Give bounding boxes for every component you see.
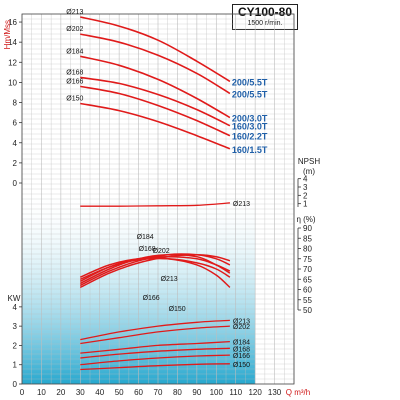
power-curve xyxy=(80,319,230,341)
head-curve-model-label: 200/5.5T xyxy=(232,77,268,87)
head-axis-label: Hm/Mss xyxy=(3,20,12,49)
efficiency-tick-label: 60 xyxy=(303,286,312,295)
x-tick-label: 10 xyxy=(37,388,46,397)
efficiency-tick-label: 90 xyxy=(303,224,312,233)
x-tick-label: 110 xyxy=(229,388,242,397)
head-curve-diameter-label: Ø166 xyxy=(66,78,83,85)
x-tick-label: 80 xyxy=(173,388,182,397)
head-curve-diameter-label: Ø184 xyxy=(66,48,83,55)
power-curve-label: Ø213 xyxy=(233,318,250,325)
head-curve-diameter-label: Ø168 xyxy=(66,69,83,76)
x-tick-label: 50 xyxy=(115,388,124,397)
head-tick-label: 2 xyxy=(13,159,18,168)
x-tick-label: 40 xyxy=(95,388,104,397)
npsh-curve xyxy=(80,202,230,207)
x-tick-label: 70 xyxy=(154,388,163,397)
head-curve xyxy=(80,33,231,95)
efficiency-tick-label: 80 xyxy=(303,245,312,254)
efficiency-tick-label: 50 xyxy=(303,306,312,315)
x-tick-label: 120 xyxy=(248,388,262,397)
power-curve xyxy=(80,347,230,359)
power-tick-label: 4 xyxy=(13,303,18,312)
power-curve xyxy=(80,325,230,345)
npsh-tick-label: 3 xyxy=(303,183,308,192)
head-curve xyxy=(80,102,231,150)
efficiency-tick-label: 65 xyxy=(303,275,312,284)
npsh-tick-label: 2 xyxy=(303,191,308,200)
head-curve-diameter-label: Ø150 xyxy=(66,96,83,103)
efficiency-curve-label: Ø202 xyxy=(153,248,170,255)
model-title: CY100-80 xyxy=(237,5,293,19)
efficiency-curve xyxy=(79,257,231,288)
power-tick-label: 2 xyxy=(13,341,18,350)
efficiency-tick-label: 75 xyxy=(303,255,312,264)
head-curve xyxy=(80,76,231,127)
head-curve-diameter-label: Ø202 xyxy=(66,26,83,33)
power-axis-label: KW xyxy=(8,294,21,303)
power-curve-label: Ø168 xyxy=(233,346,250,353)
head-curve-diameter-label: Ø213 xyxy=(66,9,83,16)
head-tick-label: 14 xyxy=(8,38,17,47)
head-tick-label: 0 xyxy=(13,179,18,188)
npsh-tick-label: 4 xyxy=(303,175,308,184)
efficiency-tick-label: 85 xyxy=(303,234,312,243)
x-tick-label: 130 xyxy=(268,388,282,397)
power-curve xyxy=(80,354,230,366)
power-curve-label: Ø166 xyxy=(233,353,250,360)
efficiency-curve-label: Ø184 xyxy=(137,234,154,241)
npsh-tick-label: 1 xyxy=(303,200,308,209)
npsh-axis-label: NPSH xyxy=(298,157,320,166)
power-tick-label: 1 xyxy=(13,361,18,370)
power-tick-label: 0 xyxy=(13,380,18,389)
head-tick-label: 12 xyxy=(8,58,17,67)
head-curve xyxy=(80,55,231,119)
head-curve xyxy=(80,16,231,83)
power-tick-label: 3 xyxy=(13,322,18,331)
head-tick-label: 10 xyxy=(8,78,17,87)
x-tick-label: 100 xyxy=(210,388,224,397)
x-tick-label: 0 xyxy=(20,388,25,397)
x-tick-label: 30 xyxy=(76,388,85,397)
head-tick-label: 6 xyxy=(13,119,18,128)
x-axis-label: Q m³/h xyxy=(286,388,310,397)
plot-frame xyxy=(21,13,295,385)
x-tick-label: 20 xyxy=(56,388,65,397)
x-tick-label: 90 xyxy=(192,388,201,397)
head-curve-model-label: 200/5.5T xyxy=(232,89,268,99)
power-curve-label: Ø150 xyxy=(233,362,250,369)
npsh-curve-label: Ø213 xyxy=(233,201,250,208)
efficiency-curve-label: Ø150 xyxy=(169,306,186,313)
x-tick-label: 60 xyxy=(134,388,143,397)
efficiency-curve-label: Ø213 xyxy=(161,276,178,283)
efficiency-tick-label: 55 xyxy=(303,296,312,305)
power-curve-label: Ø202 xyxy=(233,324,250,331)
efficiency-curve-label: Ø166 xyxy=(143,295,160,302)
efficiency-curve-label: Ø168 xyxy=(139,246,156,253)
npsh-axis-unit: (m) xyxy=(303,167,315,176)
efficiency-axis-label: η (%) xyxy=(296,215,315,224)
efficiency-tick-label: 70 xyxy=(303,265,312,274)
head-tick-label: 16 xyxy=(8,18,17,27)
head-curve-model-label: 160/1.5T xyxy=(232,145,268,155)
head-curve-model-label: 200/3.0T xyxy=(232,114,268,124)
power-curve xyxy=(80,363,230,371)
head-curve xyxy=(80,85,231,137)
head-curve-model-label: 160/2.2T xyxy=(232,132,268,142)
head-tick-label: 4 xyxy=(13,139,18,148)
power-curve xyxy=(80,340,230,354)
power-curve-label: Ø184 xyxy=(233,340,250,347)
head-tick-label: 8 xyxy=(13,99,18,108)
head-curve-model-label: 160/3.0T xyxy=(232,122,268,132)
efficiency-curve xyxy=(79,253,231,287)
